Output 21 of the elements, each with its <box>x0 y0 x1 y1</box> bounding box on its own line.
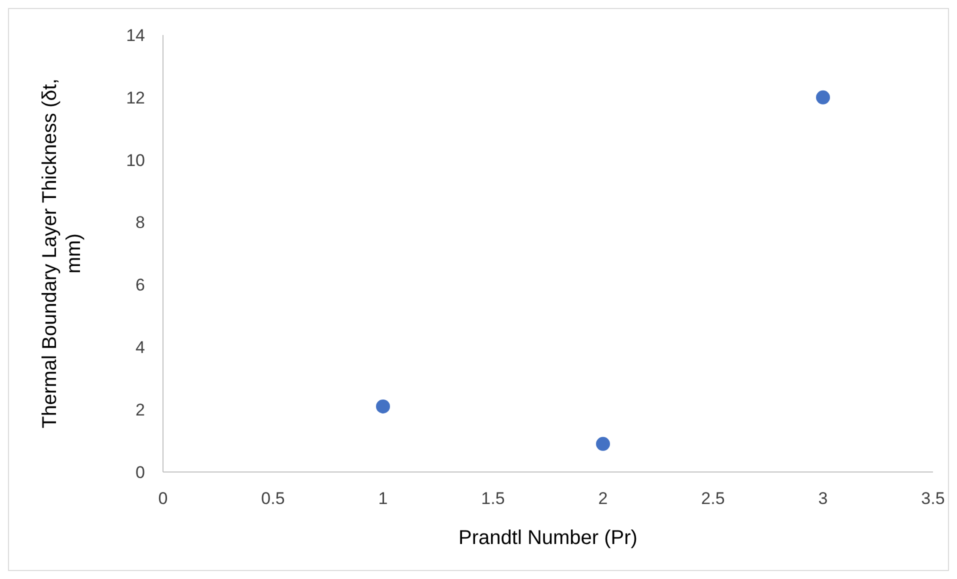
y-tick-label: 10 <box>126 150 145 170</box>
x-tick-label: 3.5 <box>921 489 945 508</box>
y-tick-label: 0 <box>136 462 145 482</box>
x-tick-label: 1 <box>378 489 388 508</box>
point <box>816 90 830 104</box>
y-tick-label: 12 <box>126 88 145 108</box>
y-tick-label: 14 <box>126 26 145 45</box>
x-tick-label: 2 <box>598 489 608 508</box>
point <box>376 399 390 414</box>
x-axis-title: Prandtl Number (Pr) <box>458 527 638 549</box>
x-tick-label: 1.5 <box>481 489 505 508</box>
x-tick-label: 0 <box>158 489 168 508</box>
y-tick-label: 4 <box>136 338 145 358</box>
x-tick-label: 0.5 <box>261 489 285 508</box>
x-tick-label: 3 <box>818 489 828 508</box>
x-tick-label: 2.5 <box>701 489 725 508</box>
y-tick-label: 6 <box>136 276 145 295</box>
y-tick-label: 2 <box>136 400 145 420</box>
point <box>596 436 610 451</box>
y-axis-title: Thermal Boundary Layer Thickness (δt, mm) <box>39 78 85 428</box>
y-tick-label: 8 <box>136 213 145 232</box>
